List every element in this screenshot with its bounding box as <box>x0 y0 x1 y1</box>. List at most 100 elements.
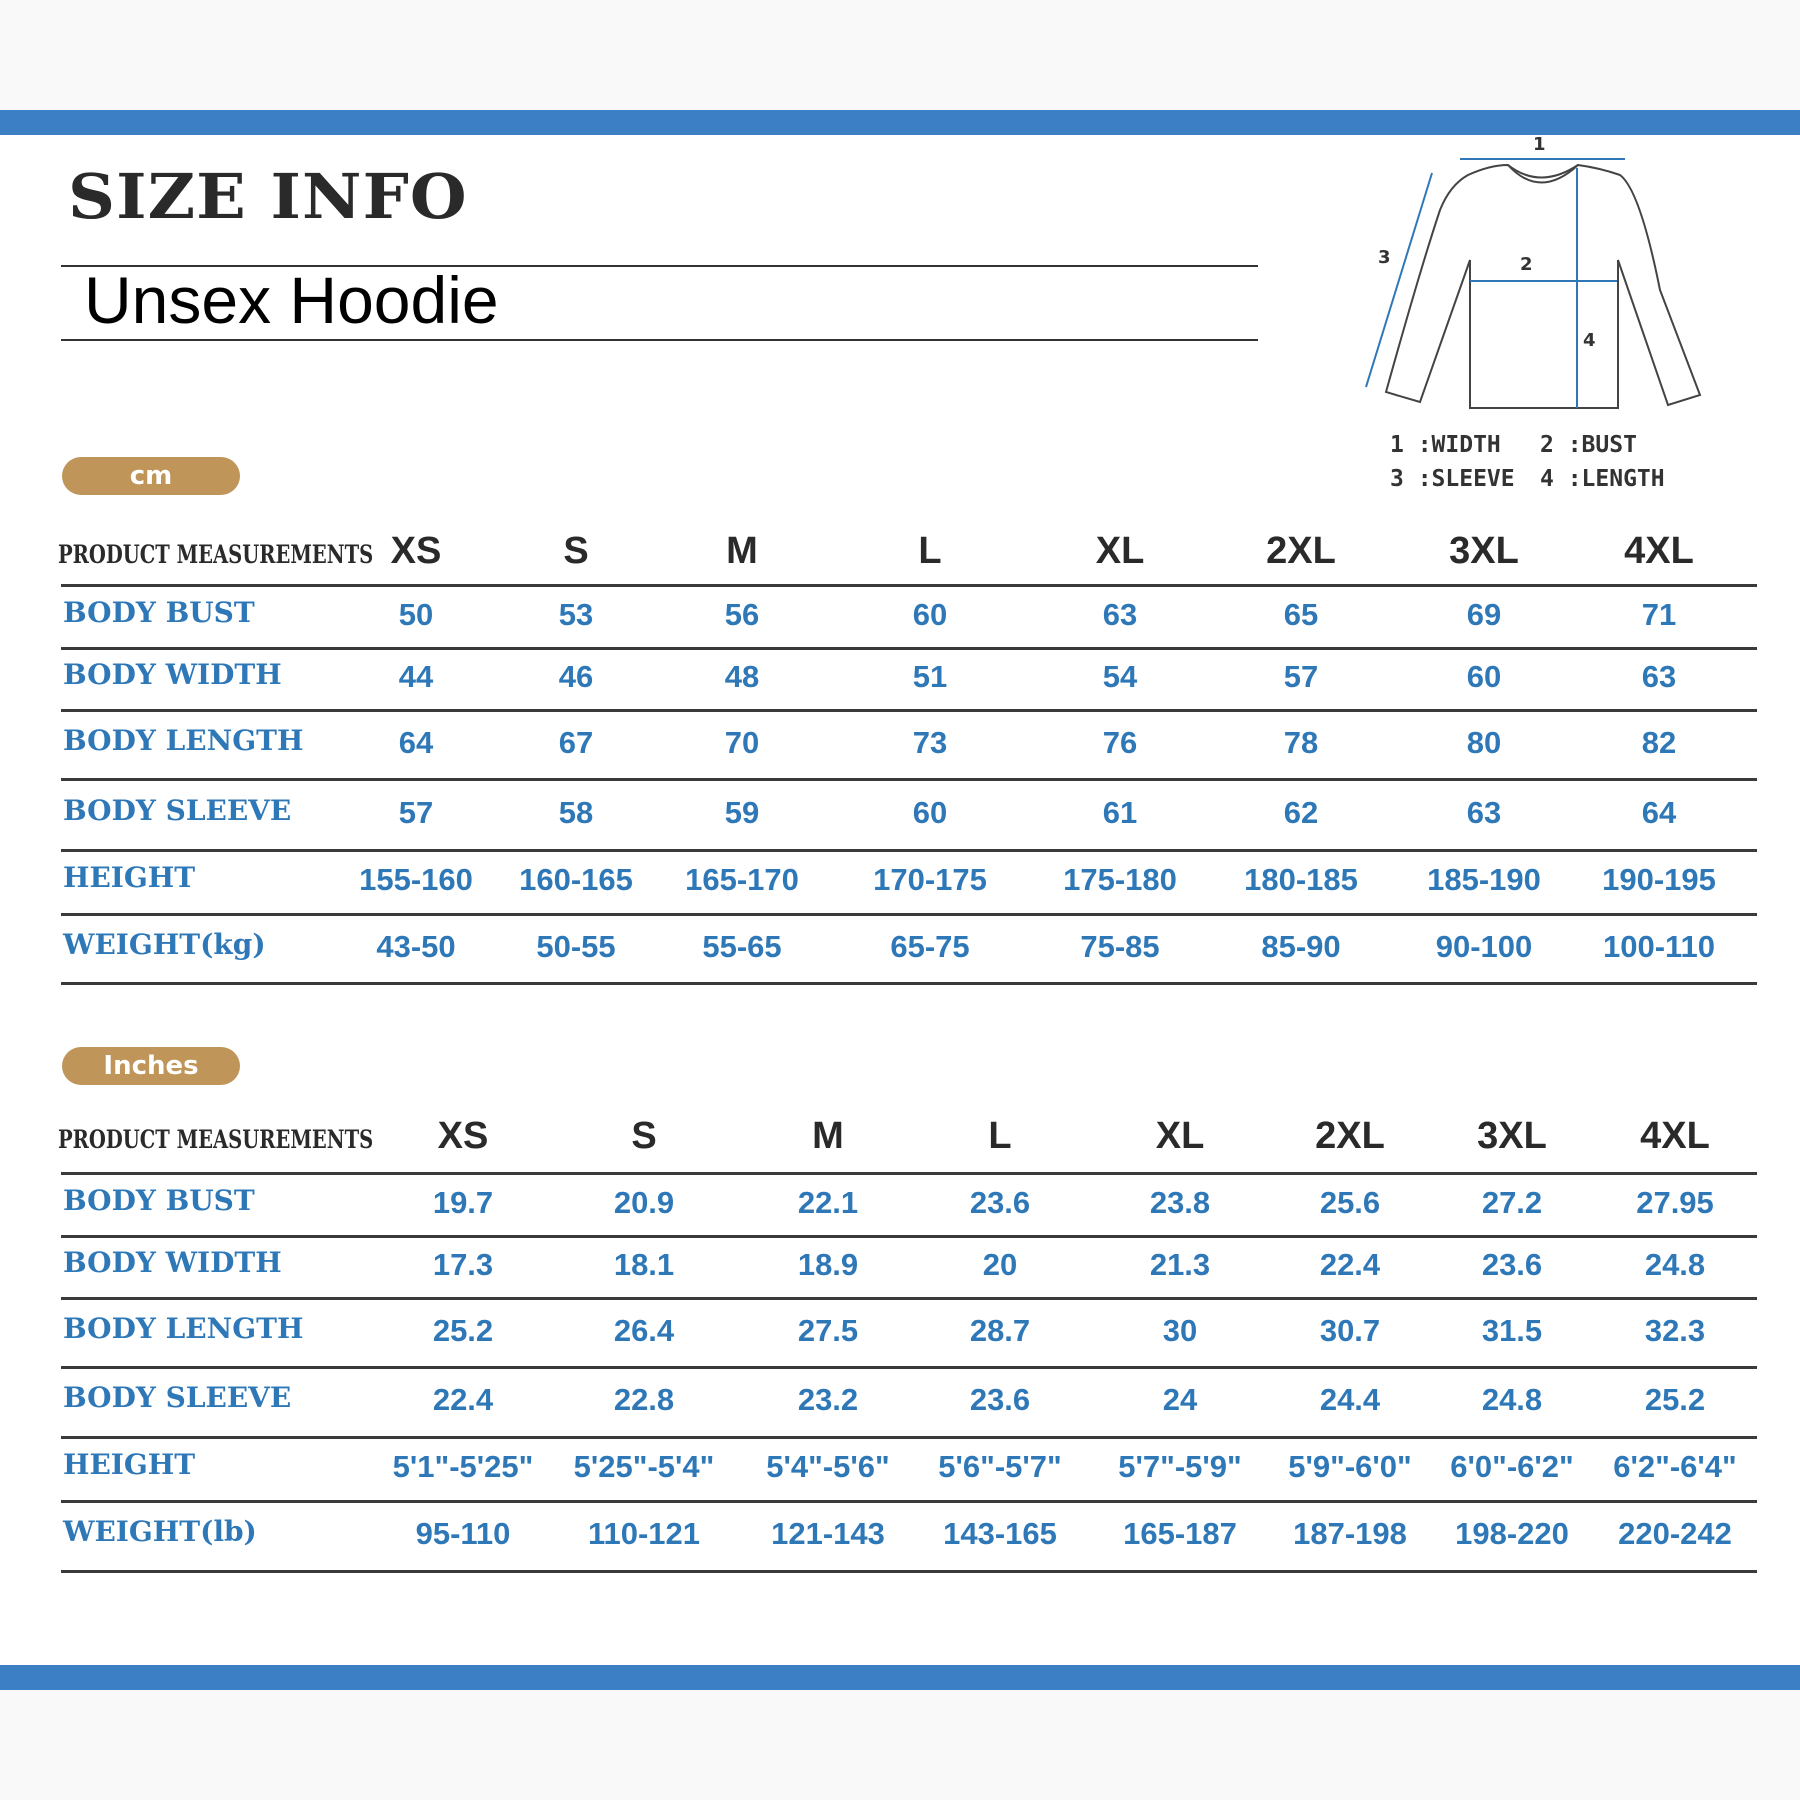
table-cell: 22.8 <box>613 1382 675 1417</box>
table-cell: 22.4 <box>1319 1247 1381 1282</box>
row-divider <box>61 913 1757 916</box>
row-divider <box>61 1436 1757 1439</box>
table-cell: 54 <box>1102 659 1138 694</box>
table-cell: 17.3 <box>432 1247 494 1282</box>
table-cell: 160-165 <box>519 862 633 897</box>
table-cell: 165-170 <box>685 862 799 897</box>
label-3: 3 <box>1378 247 1391 268</box>
table-cell: 61 <box>1102 794 1138 830</box>
row-label: BODY BUST <box>63 1183 255 1217</box>
table-cell: 24.8 <box>1644 1247 1706 1282</box>
size-header: M <box>726 530 758 572</box>
row-label: WEIGHT(kg) <box>63 927 266 961</box>
row-divider <box>61 849 1757 852</box>
table-cell: 143-165 <box>943 1516 1057 1551</box>
table-cell: 58 <box>558 794 594 830</box>
table-cell: 26.4 <box>613 1312 675 1348</box>
table-cell: 25.2 <box>1644 1382 1706 1417</box>
table-cell: 48 <box>724 659 760 694</box>
table-cell: 30.7 <box>1319 1312 1381 1348</box>
table-cell: 170-175 <box>873 862 987 897</box>
row-divider <box>61 584 1757 587</box>
table-cell: 95-110 <box>415 1516 511 1551</box>
table-cell: 23.6 <box>1481 1247 1543 1282</box>
size-header: XL <box>1095 530 1145 572</box>
measurements-header: PRODUCT MEASUREMENTS <box>58 540 374 569</box>
table-cell: 85-90 <box>1261 928 1341 964</box>
table-cell: 198-220 <box>1455 1516 1569 1551</box>
size-header: S <box>563 530 589 572</box>
row-divider <box>61 1297 1757 1300</box>
table-cell: 25.6 <box>1319 1184 1381 1220</box>
legend-width: 1 :WIDTH <box>1390 432 1501 458</box>
row-label: BODY SLEEVE <box>63 1381 292 1414</box>
row-divider <box>61 1570 1757 1573</box>
table-cell: 175-180 <box>1063 862 1177 897</box>
size-header: XS <box>390 530 442 572</box>
row-divider <box>61 778 1757 781</box>
table-cell: 73 <box>912 724 948 760</box>
row-label: BODY WIDTH <box>63 1246 282 1279</box>
table-cell: 63 <box>1102 596 1138 632</box>
table-cell: 22.4 <box>432 1382 494 1417</box>
table-cell: 18.1 <box>613 1247 675 1282</box>
table-cell: 27.5 <box>797 1312 859 1348</box>
table-cell: 44 <box>398 659 434 694</box>
table-cell: 69 <box>1466 596 1502 632</box>
table-cell: 59 <box>724 794 760 830</box>
table-cell: 180-185 <box>1244 862 1358 897</box>
table-cell: 50 <box>398 596 434 632</box>
row-divider <box>61 709 1757 712</box>
table-cell: 62 <box>1283 794 1319 830</box>
size-header: 4XL <box>1624 530 1694 572</box>
table-cell: 27.95 <box>1636 1184 1714 1220</box>
table-cell: 165-187 <box>1123 1516 1237 1551</box>
table-cell: 110-121 <box>587 1516 701 1551</box>
page-title: SIZE INFO <box>68 160 468 233</box>
row-label: BODY WIDTH <box>63 658 282 691</box>
table-cell: 65 <box>1283 596 1319 632</box>
table-cell: 23.2 <box>797 1382 859 1417</box>
table-cell: 50-55 <box>536 928 616 964</box>
table-cell: 55-65 <box>702 928 782 964</box>
size-header: S <box>631 1115 657 1157</box>
size-header: 4XL <box>1640 1115 1710 1157</box>
label-1: 1 <box>1533 134 1546 155</box>
table-cell: 25.2 <box>432 1312 494 1348</box>
table-cell: 82 <box>1641 724 1677 760</box>
size-header: XS <box>437 1115 489 1157</box>
row-label: WEIGHT(lb) <box>63 1515 257 1548</box>
table-cell: 78 <box>1283 724 1319 760</box>
table-cell: 60 <box>912 596 948 632</box>
table-cell: 31.5 <box>1481 1312 1543 1348</box>
row-label: BODY SLEEVE <box>63 793 292 827</box>
measurements-header: PRODUCT MEASUREMENTS <box>58 1125 374 1154</box>
table-cell: 24.4 <box>1319 1382 1381 1417</box>
page-panel <box>0 135 1800 1665</box>
sleeve-arrow <box>1365 172 1433 388</box>
table-cell: 57 <box>1283 659 1319 694</box>
size-header: L <box>918 530 942 572</box>
table-cell: 51 <box>912 659 948 694</box>
table-cell: 6'2"-6'4" <box>1613 1449 1737 1484</box>
row-divider <box>61 1172 1757 1175</box>
table-cell: 57 <box>398 794 434 830</box>
legend-bust: 2 :BUST <box>1540 432 1637 458</box>
size-header: 2XL <box>1266 530 1336 572</box>
table-cell: 32.3 <box>1644 1312 1706 1348</box>
table-cell: 70 <box>724 724 760 760</box>
table-cell: 6'0"-6'2" <box>1450 1449 1574 1484</box>
garment-outline <box>1384 163 1702 409</box>
size-header: L <box>988 1115 1012 1157</box>
table-cell: 155-160 <box>359 862 473 897</box>
table-cell: 24 <box>1162 1382 1198 1417</box>
row-label: BODY BUST <box>63 595 255 629</box>
table-cell: 63 <box>1466 794 1502 830</box>
table-cell: 185-190 <box>1427 862 1541 897</box>
table-cell: 23.6 <box>969 1184 1031 1220</box>
unit-badge: Inches <box>62 1047 240 1085</box>
bottom-accent-bar <box>0 1665 1800 1690</box>
size-header: M <box>812 1115 844 1157</box>
size-header: 3XL <box>1477 1115 1547 1157</box>
label-2: 2 <box>1520 254 1533 275</box>
